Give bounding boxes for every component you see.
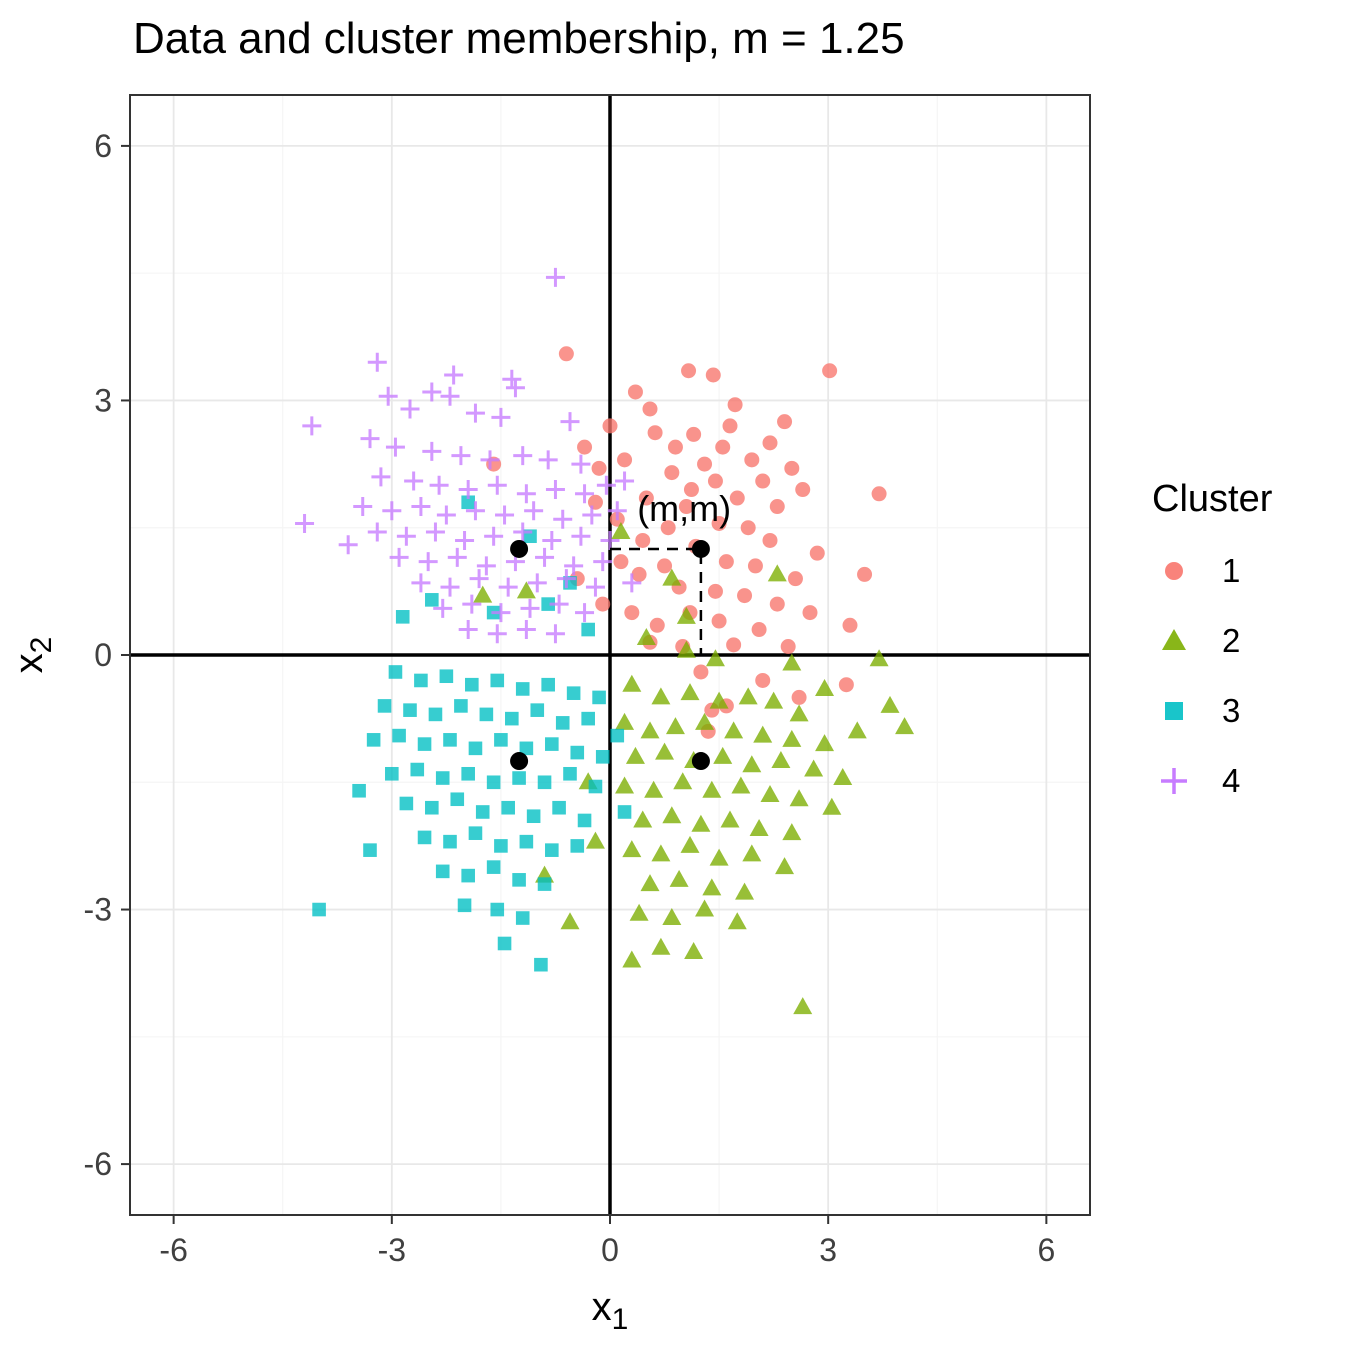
legend-label: 3 — [1222, 692, 1241, 729]
scatter-plot: (m,m) -6 -3 0 3 6 -6 -3 0 3 6 x1 x2 — [7, 94, 1091, 1336]
legend-label: 2 — [1222, 622, 1241, 659]
legend-item-3: 3 — [1152, 689, 1272, 733]
svg-text:0: 0 — [601, 1232, 619, 1268]
chart-title: Data and cluster membership, m = 1.25 — [133, 14, 905, 63]
y-axis-title: x2 — [7, 637, 58, 674]
legend-item-1: 1 — [1152, 549, 1272, 593]
legend-item-2: 2 — [1152, 619, 1272, 663]
annotation-mm: (m,m) — [637, 488, 731, 529]
svg-text:3: 3 — [94, 382, 112, 418]
zero-lines — [130, 95, 1090, 1215]
svg-text:-6: -6 — [84, 1146, 112, 1182]
svg-text:6: 6 — [1037, 1232, 1055, 1268]
legend-label: 1 — [1222, 552, 1241, 589]
svg-text:-3: -3 — [378, 1232, 406, 1268]
legend-items: 1 2 3 4 — [1152, 549, 1272, 803]
guide-dashed — [610, 547, 703, 655]
legend: Cluster 1 2 3 4 — [1152, 478, 1272, 829]
legend-symbol-square-icon — [1165, 702, 1183, 720]
cluster-centers — [510, 539, 710, 771]
svg-text:-3: -3 — [84, 892, 112, 928]
legend-title: Cluster — [1152, 478, 1273, 520]
x-axis-title: x1 — [592, 1285, 629, 1336]
svg-text:0: 0 — [94, 637, 112, 673]
legend-symbol-plus-icon — [1161, 768, 1187, 794]
x-axis-ticks: -6 -3 0 3 6 — [159, 1215, 1055, 1268]
series-4 — [295, 267, 642, 644]
svg-text:6: 6 — [94, 128, 112, 164]
legend-symbol-triangle-icon — [1162, 629, 1186, 650]
legend-label: 4 — [1222, 762, 1241, 799]
legend-item-4: 4 — [1152, 759, 1272, 803]
legend-symbol-circle-icon — [1165, 562, 1183, 580]
svg-text:-6: -6 — [159, 1232, 187, 1268]
y-axis-ticks: -6 -3 0 3 6 — [84, 128, 130, 1182]
svg-text:3: 3 — [819, 1232, 837, 1268]
